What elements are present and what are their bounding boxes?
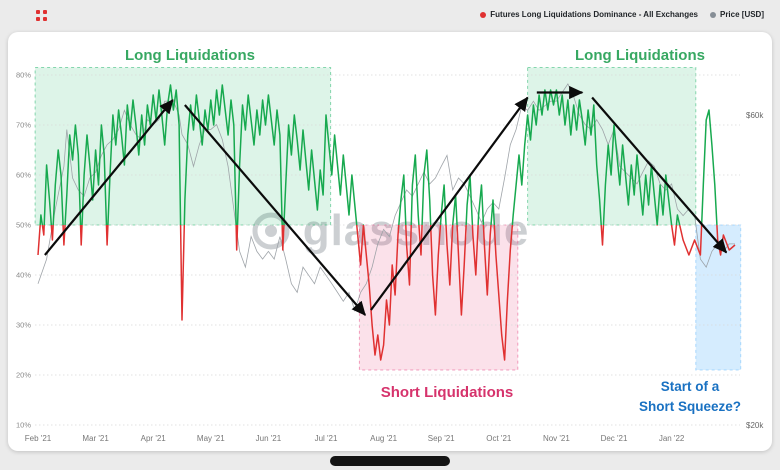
legend-label: Futures Long Liquidations Dominance - Al…: [490, 10, 698, 19]
annotation-long-liquidations-2: Long Liquidations: [575, 47, 705, 64]
logo-mark: [36, 10, 48, 22]
bottom-bar: [330, 456, 450, 466]
annotation-short-squeeze: Start of a Short Squeeze?: [600, 377, 780, 416]
logo-dot: [36, 17, 40, 21]
annotation-short-liquidations: Short Liquidations: [380, 384, 514, 401]
legend-dot-gray-icon: [709, 11, 716, 18]
logo-dot: [43, 10, 47, 14]
annotation-short-squeeze-line2: Short Squeeze?: [638, 398, 741, 414]
legend-item-liquidations[interactable]: Futures Long Liquidations Dominance - Al…: [480, 10, 698, 19]
logo-dot: [43, 17, 47, 21]
logo-dot: [36, 10, 40, 14]
watermark-text: glassnode: [302, 206, 530, 255]
legend-item-price[interactable]: Price [USD]: [709, 10, 764, 19]
annotation-long-liquidations-1: Long Liquidations: [125, 47, 255, 64]
annotation-short-squeeze-line1: Start of a: [660, 379, 720, 394]
glassnode-logo-icon: [252, 212, 290, 250]
legend-label: Price [USD]: [719, 10, 764, 19]
legend-dot-red-icon: [480, 11, 487, 18]
glassnode-watermark: glassnode: [0, 206, 780, 256]
chart-legend: Futures Long Liquidations Dominance - Al…: [480, 10, 764, 19]
